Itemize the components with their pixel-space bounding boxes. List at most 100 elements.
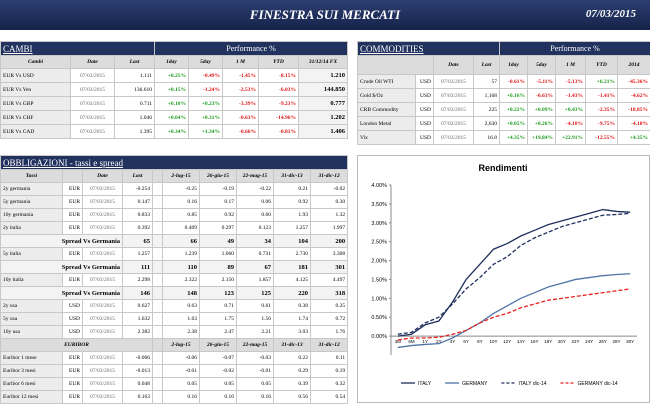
cell: 2.322 (163, 274, 200, 287)
cell: -0.03 (237, 352, 274, 365)
cell: -0.066 (123, 352, 153, 365)
cell: USD (63, 313, 83, 326)
cell: -0.19 (200, 183, 237, 196)
cell: -1.43% (556, 89, 586, 103)
cell: 0.25 (311, 300, 348, 313)
cell: 0.11 (311, 352, 348, 365)
cell: 10y usa (1, 326, 63, 339)
cell: 1.76 (311, 326, 348, 339)
chart-title: Rendimenti (478, 163, 527, 173)
cell: 104 (274, 235, 311, 248)
blank-cell (153, 196, 163, 209)
cell: -0.02 (200, 365, 237, 378)
cell: Tassi (1, 170, 63, 183)
cell: Cambi (1, 56, 71, 69)
cell: 148 (163, 287, 200, 300)
cell: 1.257 (123, 248, 153, 261)
cell: 07/03/2015 (434, 131, 474, 145)
blank-cell (153, 300, 163, 313)
cell: 301 (311, 261, 348, 274)
cell: 57 (474, 75, 500, 89)
cell: +4.35% (618, 131, 650, 145)
cell: 3.03 (274, 326, 311, 339)
cell: -1.45% (223, 69, 259, 83)
cell: 07/03/2015 (71, 83, 115, 97)
cell: +0.16% (500, 89, 528, 103)
y-tick-label: 0.00% (371, 334, 387, 340)
cell: 1.239 (163, 248, 200, 261)
cell: 89 (200, 261, 237, 274)
cell: 0.777 (299, 97, 348, 111)
cell: USD (416, 117, 434, 131)
cell: -0.01 (237, 365, 274, 378)
cell: +0.34% (155, 125, 189, 139)
cell: 0.38 (274, 300, 311, 313)
cell: 0.85 (163, 209, 200, 222)
y-tick-label: 2.00% (371, 259, 387, 265)
cell: 110 (163, 261, 200, 274)
y-tick-label: 3.00% (371, 221, 387, 227)
cell: -4.62% (618, 89, 650, 103)
cell: 2.150 (200, 274, 237, 287)
cell: 144.850 (299, 83, 348, 97)
cell: 225 (474, 103, 500, 117)
yield-chart: Rendimenti 0.00%0.50%1.00%1.50%2.00%2.50… (357, 155, 650, 403)
cell: 2.38 (163, 326, 200, 339)
cell: 5y germania (1, 196, 63, 209)
cell: 0.21 (274, 183, 311, 196)
blank-cell (153, 287, 163, 300)
y-tick-label: 3.50% (371, 202, 387, 208)
cell: 0.63 (163, 300, 200, 313)
x-tick-label: 26Y (599, 339, 607, 344)
cell: 31-dic-12 (311, 170, 348, 183)
cell: 49 (200, 235, 237, 248)
cell: 0.392 (123, 222, 153, 235)
cell: -1.41% (586, 89, 618, 103)
blank-cell (153, 391, 163, 404)
cell: -0.22 (237, 183, 274, 196)
cell: 1.74 (274, 313, 311, 326)
cell: -1.24% (189, 83, 223, 97)
cell: 2y usa (1, 300, 63, 313)
cell: -12.55% (586, 131, 618, 145)
cell: EUR (63, 391, 83, 404)
cell: 0.16 (163, 196, 200, 209)
cell: 111 (123, 261, 153, 274)
cell: 07/03/2015 (71, 111, 115, 125)
cell: 07/03/2015 (83, 222, 123, 235)
cell: Date (434, 56, 474, 75)
cell: 31-dic-13 (274, 339, 311, 352)
cell: Performance % (500, 42, 650, 56)
cell: 0.05 (163, 378, 200, 391)
blank-cell (153, 183, 163, 196)
cell: Euribor 6 mesi (1, 378, 63, 391)
x-tick-label: 6Y (463, 339, 469, 344)
cell: -0.07 (200, 352, 237, 365)
cell: 5y usa (1, 313, 63, 326)
cell: 4.125 (274, 274, 311, 287)
cell: 0.61 (237, 300, 274, 313)
cell: -0.25 (163, 183, 200, 196)
cell: 318 (311, 287, 348, 300)
cell: 07/03/2015 (71, 125, 115, 139)
cell: USD (63, 326, 83, 339)
cell: EUR (63, 248, 83, 261)
cell: -8.15% (259, 69, 299, 83)
cell: 07/03/2015 (83, 209, 123, 222)
cell: 0.147 (123, 196, 153, 209)
cell: 26-giu-15 (200, 170, 237, 183)
cell: 16.8 (474, 131, 500, 145)
cell: 136.610 (115, 83, 155, 97)
